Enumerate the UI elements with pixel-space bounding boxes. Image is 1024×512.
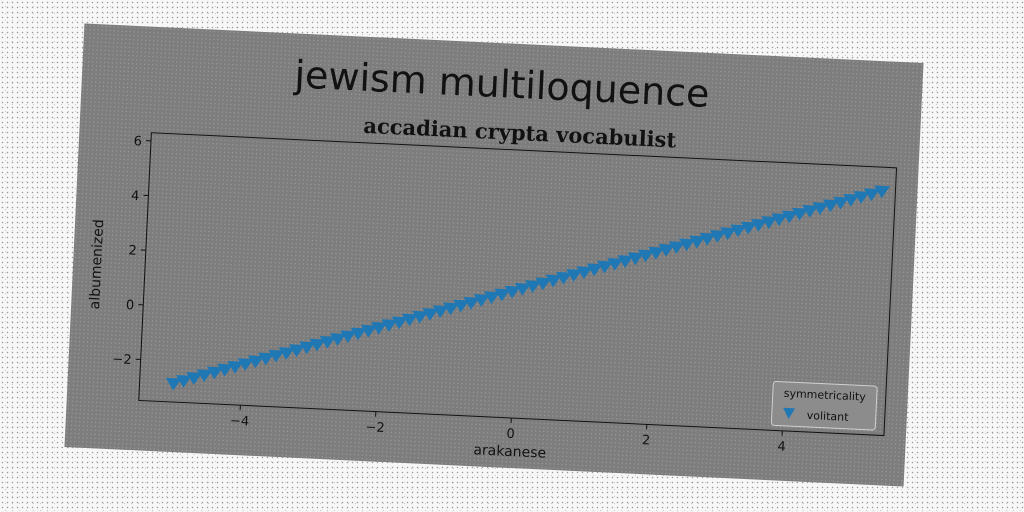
figure-title: jewism multiloquence [293,52,711,116]
x-tick-label: −2 [365,420,385,436]
data-point [422,308,439,321]
data-point [566,269,583,282]
data-point [299,341,316,355]
data-point [812,202,829,216]
data-point [781,210,798,224]
data-point [278,347,295,360]
data-point [340,330,357,344]
data-point [843,193,860,207]
y-tick-label: 2 [128,243,137,258]
data-point [792,207,808,221]
x-tick-label: 2 [642,433,651,448]
data-point [217,363,234,377]
data-point [535,277,552,291]
data-point [237,358,254,371]
data-point [689,235,706,249]
data-point [484,291,500,305]
y-axis: −2 0 2 4 6 [112,134,152,368]
data-point [833,196,850,210]
data-point [658,244,675,257]
data-point [401,313,418,327]
data-point [771,213,788,227]
y-tick-label: 4 [131,189,140,204]
x-axis-label: arakanese [473,442,546,461]
data-point [504,285,521,299]
legend: symmetricality volitant [770,380,878,431]
data-point [432,305,449,319]
data-point [330,333,347,346]
data-point [596,260,613,274]
data-point [730,224,747,238]
data-point [525,280,542,294]
data-point [371,322,388,335]
y-axis-label: albumenized [87,219,107,310]
data-point [350,327,367,341]
legend-title: symmetricality [783,387,866,404]
data-point [863,188,880,202]
data-point [463,296,480,310]
data-point [761,216,778,229]
data-point [740,221,757,235]
data-point [699,232,716,246]
data-point [391,316,408,330]
data-point [709,230,726,243]
data-point [442,302,459,316]
data-point [473,294,490,307]
legend-box [770,380,878,431]
x-axis: −4 −2 0 2 4 [230,405,786,455]
chart-svg: jewism multiloquence accadian crypta voc… [87,52,898,462]
data-point [268,349,285,363]
data-point [802,205,819,218]
chart-figure: jewism multiloquence accadian crypta voc… [64,23,924,487]
data-point [668,241,685,255]
data-point [617,255,634,268]
data-point [206,366,223,380]
data-point [381,319,398,333]
data-point [319,335,336,349]
y-tick-label: −2 [112,352,132,368]
data-point [648,246,665,260]
data-point [822,199,839,213]
data-point [576,266,593,280]
data-point [227,361,244,374]
data-point [720,227,737,241]
data-point [627,252,644,266]
data-point [555,271,572,285]
data-series-volitant [165,185,891,391]
data-point [607,257,624,271]
axes-title: accadian crypta vocabulist [363,113,677,153]
data-point [494,288,511,302]
data-point [750,218,767,232]
data-point [309,338,326,352]
data-point [247,355,264,369]
data-point [638,249,654,263]
data-point [874,185,891,199]
data-point [360,324,377,338]
data-point [165,377,182,391]
data-point [412,310,429,324]
data-point [176,374,193,388]
data-point [288,344,305,358]
data-point [514,283,531,296]
y-tick-label: 6 [133,134,142,149]
y-tick-label: 0 [126,298,135,313]
data-point [196,369,213,383]
plot-area: −4 −2 0 2 4 −2 0 2 4 6 [112,132,898,455]
data-point [586,263,603,277]
legend-marker-icon [783,407,796,420]
x-tick-label: 0 [506,427,515,442]
x-tick-label: 4 [777,440,786,455]
data-point [186,372,203,385]
data-point [453,299,470,313]
data-point [679,238,696,252]
data-point [853,191,870,204]
data-point [258,352,275,366]
x-tick-label: −4 [230,414,250,430]
legend-entry-volitant: volitant [806,409,849,424]
data-point [545,274,562,288]
